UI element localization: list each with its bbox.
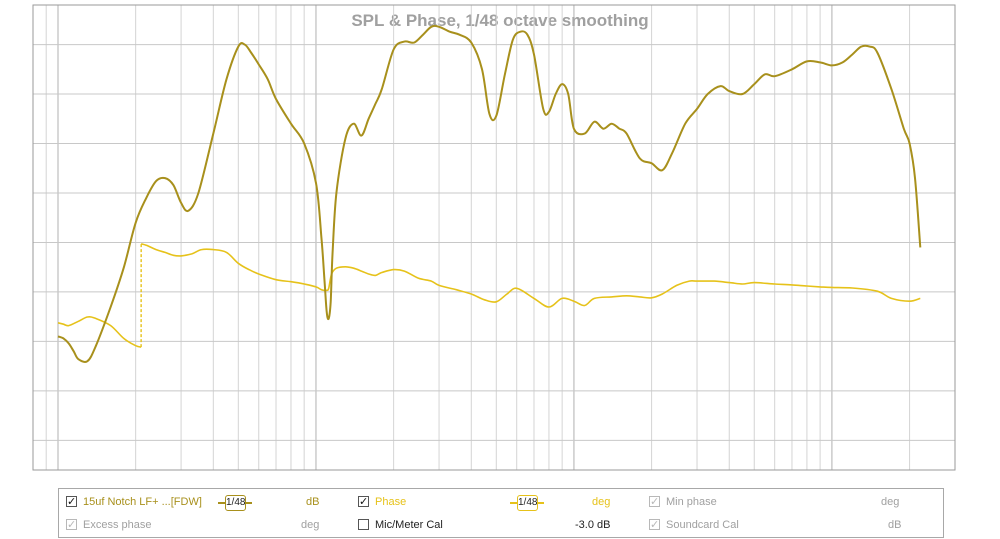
plot-frame [32, 4, 956, 471]
spl-checkbox[interactable] [66, 493, 77, 511]
min-phase-checkbox[interactable] [649, 493, 660, 511]
soundcard-cal-label: Soundcard Cal [666, 519, 739, 531]
spl-label: 15uf Notch LF+ ...[FDW] [83, 496, 202, 508]
mic-cal-value: -3.0 dB [575, 519, 611, 531]
series-layer [57, 24, 922, 363]
soundcard-cal-unit: dB [888, 519, 902, 531]
mic-cal-label: Mic/Meter Cal [375, 519, 443, 531]
grid-lines [32, 4, 956, 471]
chart-title: SPL & Phase, 1/48 octave smoothing [351, 11, 648, 30]
phase-line-segment [140, 243, 921, 308]
phase-smoothing-value: 1/48 [517, 495, 538, 511]
phase-checkbox[interactable] [358, 493, 369, 511]
spl-smoothing-selector[interactable]: 1/48 [218, 493, 252, 511]
min-phase-unit: deg [881, 496, 900, 508]
mic-cal-checkbox[interactable] [358, 519, 369, 530]
spl-unit: dB [306, 496, 320, 508]
spl-smoothing-value: 1/48 [225, 495, 246, 511]
phase-label: Phase [375, 496, 407, 508]
excess-phase-checkbox[interactable] [66, 516, 77, 534]
soundcard-cal-checkbox[interactable] [649, 516, 660, 534]
excess-phase-unit: deg [301, 519, 320, 531]
spl-line [57, 24, 922, 363]
min-phase-label: Min phase [666, 496, 717, 508]
excess-phase-label: Excess phase [83, 519, 152, 531]
phase-smoothing-selector[interactable]: 1/48 [510, 493, 544, 511]
spl-phase-chart: SPL & Phase, 1/48 octave smoothing [32, 4, 956, 471]
phase-line-segment [57, 316, 142, 348]
phase-unit: deg [592, 496, 611, 508]
legend-panel: 15uf Notch LF+ ...[FDW] 1/48 dB Phase 1/… [58, 488, 944, 538]
